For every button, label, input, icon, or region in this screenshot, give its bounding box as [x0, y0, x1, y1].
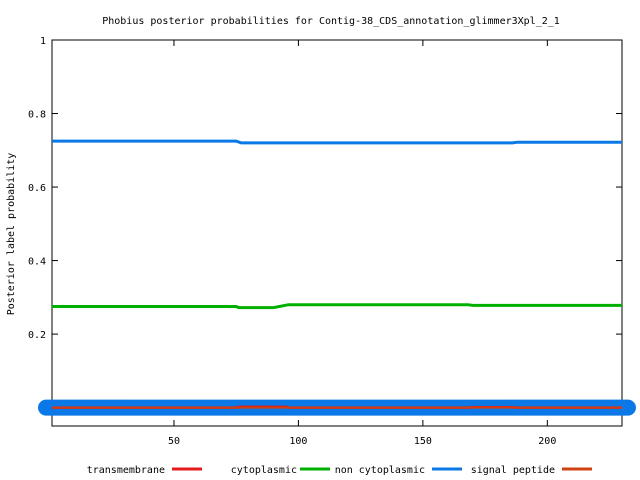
y-tick-label: 0.4: [28, 257, 46, 268]
legend-label: cytoplasmic: [231, 465, 297, 476]
legend-label: non cytoplasmic: [335, 465, 425, 476]
x-tick-label: 150: [414, 436, 432, 447]
plot-frame: [51, 39, 623, 427]
y-axis-label: Posterior label probability: [6, 153, 17, 316]
legend-label: transmembrane: [87, 465, 165, 476]
legend: transmembrane cytoplasmic non cytoplasmic s…: [87, 465, 592, 476]
y-tick-label: 0.2: [28, 330, 46, 341]
y-tick-label: 1: [40, 36, 46, 47]
series-layer: [52, 139, 622, 409]
y-tick-label: 0.8: [28, 110, 46, 121]
legend-label: signal peptide: [471, 465, 555, 476]
chart-title: Phobius posterior probabilities for Cont…: [102, 16, 560, 27]
x-tick-label: 200: [538, 436, 556, 447]
series-line: [52, 139, 622, 145]
y-tick-label: 0.6: [28, 183, 46, 194]
x-tick-label: 100: [289, 436, 307, 447]
series-line: [52, 303, 622, 310]
x-tick-label: 50: [168, 436, 180, 447]
